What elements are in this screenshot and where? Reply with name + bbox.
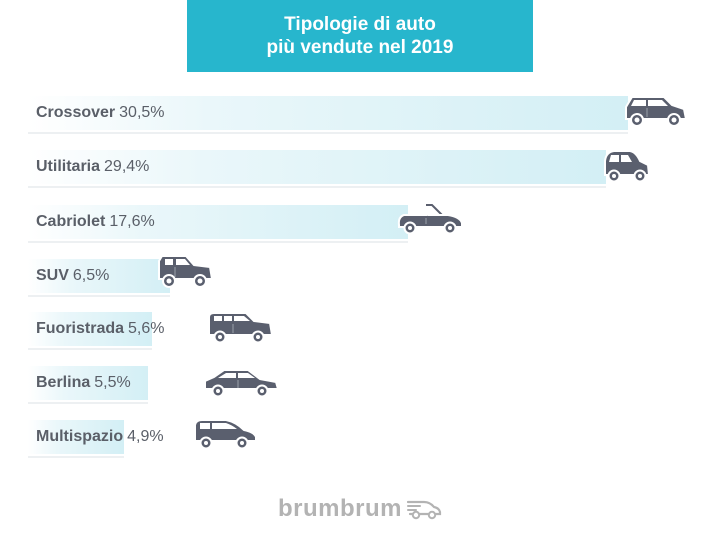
bar (28, 96, 628, 130)
bar-label: Fuoristrada 5,6% (36, 319, 164, 339)
value-label: 5,5% (94, 374, 131, 391)
bar-label: Multispazio 4,9% (36, 427, 164, 447)
bar (28, 205, 408, 239)
bar (28, 150, 606, 184)
bar-label: Utilitaria 29,4% (36, 157, 149, 177)
bar-baseline (28, 456, 124, 458)
bar-row-cabriolet: Cabriolet 17,6% (28, 204, 468, 247)
category-label: SUV (36, 267, 69, 284)
value-label: 17,6% (109, 213, 155, 230)
bar (28, 366, 148, 400)
brumbrum-logo: brumbrum (278, 495, 442, 523)
crossover-car-icon (622, 95, 688, 127)
category-label: Multispazio (36, 428, 124, 445)
bar-baseline (28, 295, 170, 297)
convertible-car-icon (396, 201, 464, 235)
bar-row-fuoristrada: Fuoristrada 5,6% (28, 312, 288, 354)
category-label: Cabriolet (36, 213, 106, 230)
bar-baseline (28, 132, 628, 134)
value-label: 6,5% (72, 267, 110, 284)
bar-baseline (28, 241, 408, 243)
sedan-car-icon (202, 367, 280, 399)
bar (28, 312, 152, 346)
van-car-icon (206, 311, 274, 345)
bar (28, 259, 170, 293)
bar-baseline (28, 186, 606, 188)
value-label: 5,6% (128, 320, 165, 337)
minivan-car-icon (192, 417, 260, 451)
bar-label: Berlina 5,5% (36, 373, 131, 393)
value-label: 30,5% (119, 104, 165, 121)
category-label: Crossover (36, 104, 116, 121)
bar-baseline (28, 402, 148, 404)
bar-row-multispazio: Multispazio 4,9% (28, 417, 288, 462)
category-label: Utilitaria (36, 158, 101, 175)
category-label: Berlina (36, 374, 91, 391)
bar-row-berlina: Berlina 5,5% (28, 366, 288, 408)
category-label: Fuoristrada (36, 320, 125, 337)
bar-baseline (28, 348, 152, 350)
suv-car-icon (156, 253, 214, 289)
bar-row-crossover: Crossover 30,5% (28, 96, 688, 138)
bar-label: Crossover 30,5% (36, 103, 165, 123)
value-label: 4,9% (127, 428, 164, 445)
value-label: 29,4% (104, 158, 150, 175)
title-line-1: Tipologie di auto (284, 14, 436, 35)
city-car-icon (602, 149, 652, 183)
chart-title: Tipologie di auto più vendute nel 2019 (187, 0, 533, 72)
bar-label: SUV 6,5% (36, 266, 109, 286)
car-outline-icon (406, 500, 442, 520)
brand-name: brumbrum (278, 495, 402, 522)
bar-row-suv: SUV 6,5% (28, 255, 228, 301)
title-line-2: più vendute nel 2019 (266, 37, 454, 58)
bar-row-utilitaria: Utilitaria 29,4% (28, 150, 668, 192)
bar-label: Cabriolet 17,6% (36, 212, 155, 232)
bar (28, 420, 124, 454)
